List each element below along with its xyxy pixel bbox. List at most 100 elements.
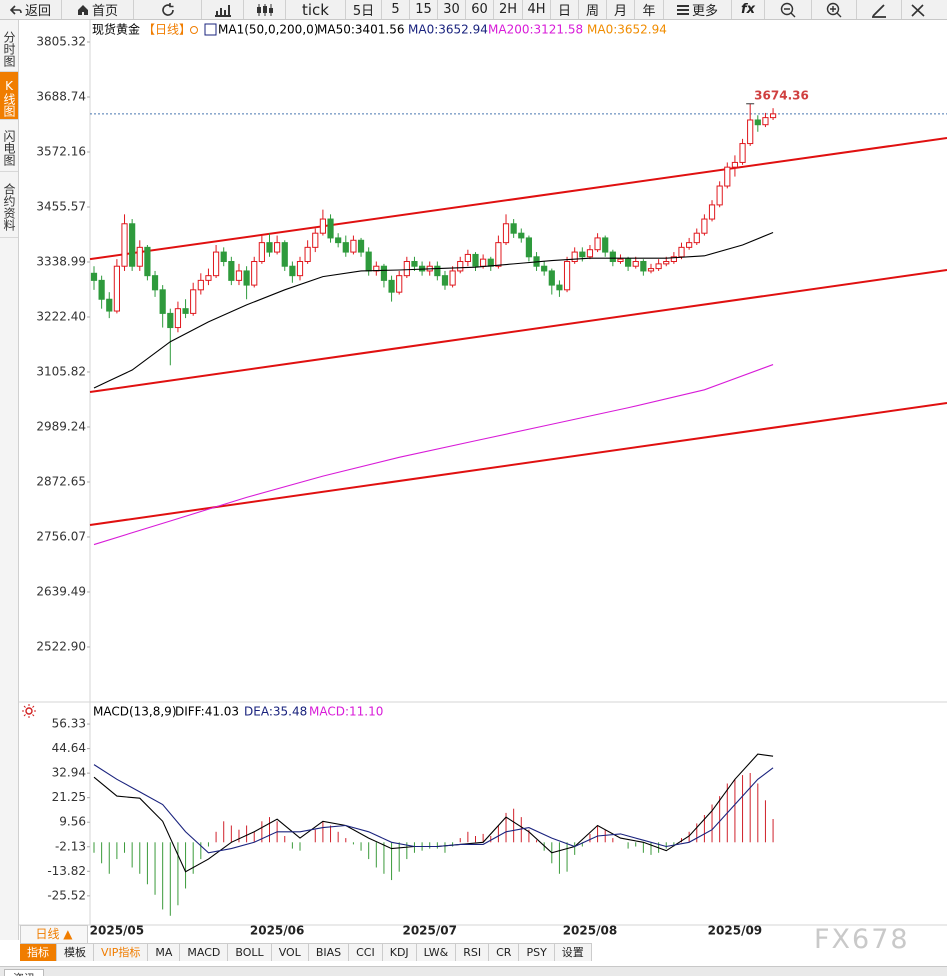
- period-button[interactable]: 年: [635, 0, 664, 19]
- zoom-out-button[interactable]: [765, 0, 812, 19]
- candle-body: [144, 246, 151, 277]
- candle-body: [686, 242, 693, 248]
- candle-body: [602, 237, 609, 253]
- candle-body: [266, 242, 273, 253]
- indicator-button[interactable]: VIP指标: [94, 944, 149, 961]
- candle-body: [197, 279, 204, 291]
- period-selector[interactable]: 日线 ▲: [20, 925, 88, 944]
- candle-body: [548, 270, 555, 286]
- candle-body: [403, 261, 410, 277]
- chart-title: 现货黄金: [92, 22, 140, 37]
- legend-entry: MA50:3401.56: [317, 23, 405, 37]
- tick-button[interactable]: tick: [286, 0, 346, 19]
- refresh-button[interactable]: [134, 0, 202, 19]
- button-label: 30: [443, 2, 460, 17]
- indicator-button[interactable]: LW&: [417, 944, 457, 961]
- macd-line: [93, 753, 774, 873]
- indicator-label: MA1(50,0,200,0): [218, 23, 318, 37]
- candle-body: [174, 308, 182, 329]
- candle-body: [220, 251, 227, 263]
- x-tick-label: 2025/09: [708, 924, 762, 938]
- candle-body: [243, 270, 250, 286]
- period-button[interactable]: 30: [438, 0, 466, 19]
- candle-body: [274, 242, 281, 253]
- period-button[interactable]: 60: [466, 0, 494, 19]
- indicator-button[interactable]: MA: [148, 944, 181, 961]
- indicator-button[interactable]: 指标: [20, 944, 57, 961]
- home-button[interactable]: 首页: [62, 0, 134, 19]
- zoom-in-button[interactable]: [812, 0, 857, 19]
- legend-entry: MACD:11.10: [309, 705, 383, 719]
- y-tick-label: 2756.07: [36, 529, 86, 543]
- indicator-button[interactable]: CR: [489, 944, 520, 961]
- macd-line: [93, 764, 774, 854]
- indicator-button[interactable]: PSY: [519, 944, 555, 961]
- y-tick-label: 32.94: [52, 766, 86, 780]
- sidebar-tab[interactable]: K线图: [0, 72, 18, 120]
- indicator-button[interactable]: 模板: [57, 944, 94, 961]
- formula-button[interactable]: fx: [732, 0, 765, 19]
- indicator-button[interactable]: 设置: [555, 944, 592, 961]
- legend-entry: DEA:35.48: [244, 705, 307, 719]
- x-tick-label: 2025/07: [402, 924, 456, 938]
- sidebar-tab[interactable]: 合约资料: [0, 172, 18, 238]
- candle-body: [518, 232, 525, 239]
- draw-icon: [872, 3, 886, 18]
- period-button[interactable]: 月: [607, 0, 635, 19]
- candle-body: [90, 272, 98, 281]
- clear-drawing-button[interactable]: [902, 0, 934, 19]
- back-button[interactable]: 返回: [0, 0, 62, 19]
- candle-body: [663, 261, 670, 265]
- indicator-button[interactable]: RSI: [456, 944, 490, 961]
- indicator-button[interactable]: MACD: [180, 944, 229, 961]
- period-button[interactable]: 5: [382, 0, 410, 19]
- candle-body: [106, 298, 113, 312]
- candle-body: [235, 270, 243, 281]
- candle-body: [228, 261, 235, 281]
- indicator-button[interactable]: BOLL: [228, 944, 272, 961]
- chart-button[interactable]: [202, 0, 244, 19]
- candle-body: [335, 237, 342, 244]
- watermark: FX678: [814, 924, 910, 955]
- draw-button[interactable]: [857, 0, 902, 19]
- button-label: 首页: [91, 4, 118, 19]
- candle-body: [609, 251, 616, 263]
- x-tick-label: 2025/06: [250, 924, 304, 938]
- candle-body: [647, 268, 655, 272]
- indicator-button[interactable]: VOL: [272, 944, 309, 961]
- period-button[interactable]: 周: [579, 0, 607, 19]
- y-tick-label: 3105.82: [36, 364, 86, 378]
- candle-body: [296, 261, 304, 277]
- candle-body: [129, 223, 136, 267]
- candle-body: [136, 246, 143, 267]
- period-button[interactable]: 5日: [346, 0, 382, 19]
- indicator-button[interactable]: CCI: [349, 944, 383, 961]
- period-button[interactable]: 15: [410, 0, 438, 19]
- indicator-button[interactable]: KDJ: [383, 944, 417, 961]
- status-tab[interactable]: 资讯: [4, 969, 44, 976]
- toolbar: 返回 首页 tick 5日 5 15 30 60 2H 4H 日 周 月 年 更…: [0, 0, 947, 20]
- candle-body: [541, 265, 548, 272]
- indicator-button[interactable]: BIAS: [309, 944, 350, 961]
- y-tick-label: 9.56: [59, 815, 86, 829]
- candle-body: [502, 223, 510, 244]
- y-tick-label: 21.25: [52, 790, 86, 804]
- candle-body: [571, 251, 578, 263]
- sidebar-tab[interactable]: 分时图: [0, 22, 18, 72]
- more-button[interactable]: 更多: [664, 0, 732, 19]
- button-label: tick: [302, 0, 329, 19]
- period-button[interactable]: 4H: [523, 0, 551, 19]
- period-button[interactable]: 2H: [494, 0, 523, 19]
- y-tick-label: 3688.74: [36, 89, 86, 103]
- legend-entry: MA200:3121.58: [488, 23, 583, 37]
- candle-body: [510, 223, 517, 234]
- period-button[interactable]: 日: [551, 0, 579, 19]
- sidebar-tab[interactable]: 闪电图: [0, 120, 18, 172]
- candle-body: [701, 218, 708, 234]
- zoom-out-icon: [780, 2, 796, 17]
- button-label: 2H: [498, 2, 518, 17]
- channel-line: [89, 269, 947, 393]
- kline-button[interactable]: [244, 0, 286, 19]
- candle-body: [434, 265, 441, 277]
